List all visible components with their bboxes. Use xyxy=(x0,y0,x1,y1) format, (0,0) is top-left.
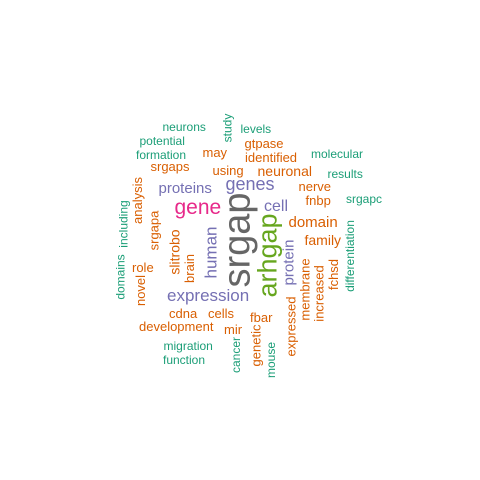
word-genetic: genetic xyxy=(248,324,264,366)
word-role: role xyxy=(132,259,154,275)
word-gene: gene xyxy=(174,195,222,219)
word-cell: cell xyxy=(264,198,289,215)
word-human: human xyxy=(201,226,221,278)
word-domain: domain xyxy=(288,213,338,231)
word-may: may xyxy=(202,144,228,160)
word-increased: increased xyxy=(311,264,327,322)
word-proteins: proteins xyxy=(158,179,212,197)
word-family: family xyxy=(304,232,342,248)
word-srgap: srgap xyxy=(216,192,259,288)
word-levels: levels xyxy=(240,122,272,136)
word-mir: mir xyxy=(224,321,243,337)
word-migration: migration xyxy=(163,339,213,353)
word-membrane: membrane xyxy=(297,257,313,321)
word-fbar: fbar xyxy=(250,309,273,325)
word-using: using xyxy=(212,162,244,178)
word-arhgap: arhgap xyxy=(252,212,283,298)
word-fnbp: fnbp xyxy=(305,192,331,208)
word-study: study xyxy=(219,113,234,143)
word-formation: formation xyxy=(136,148,187,162)
word-nerve: nerve xyxy=(298,178,332,194)
word-brain: brain xyxy=(181,253,197,283)
word-including: including xyxy=(116,200,131,248)
word-gtpase: gtpase xyxy=(244,135,284,151)
word-cancer: cancer xyxy=(229,336,244,374)
word-identified: identified xyxy=(245,149,298,165)
word-neuronal: neuronal xyxy=(257,163,313,179)
word-domains: domains xyxy=(113,254,128,300)
word-slitrobo: slitrobo xyxy=(166,229,183,275)
word-differentiation: differentiation xyxy=(342,220,357,292)
word-neurons: neurons xyxy=(162,120,206,134)
word-molecular: molecular xyxy=(311,147,364,161)
word-srgapa: srgapa xyxy=(146,210,162,250)
word-srgaps: srgaps xyxy=(150,158,190,174)
word-expressed: expressed xyxy=(283,296,299,356)
word-cells: cells xyxy=(208,305,235,321)
word-function: function xyxy=(163,353,206,367)
word-srgapc: srgapc xyxy=(346,192,383,206)
word-development: development xyxy=(139,318,214,334)
word-cdna: cdna xyxy=(169,305,198,321)
word-fchsd: fchsd xyxy=(325,258,341,290)
word-mouse: mouse xyxy=(264,341,279,379)
word-genes: genes xyxy=(225,174,275,194)
word-analysis: analysis xyxy=(129,176,145,224)
word-expression: expression xyxy=(167,285,250,305)
word-protein: protein xyxy=(280,239,298,285)
word-potential: potential xyxy=(139,134,185,148)
word-novel: novel xyxy=(132,274,148,306)
word-results: results xyxy=(327,167,363,181)
